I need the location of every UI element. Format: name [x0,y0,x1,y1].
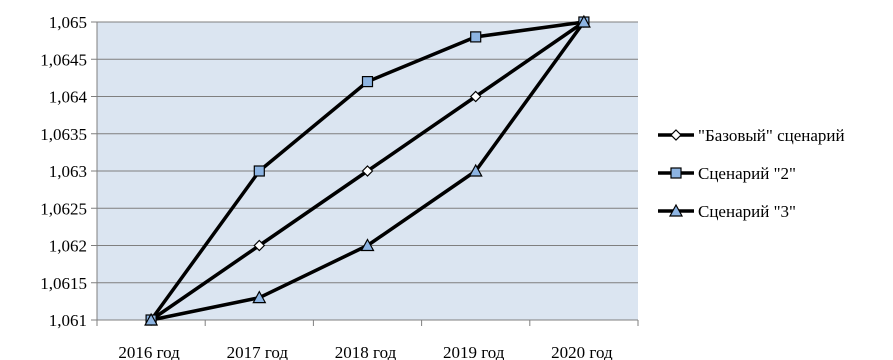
series-group [144,14,591,326]
x-tick-label: 2020 год [551,343,613,360]
data-point [470,31,482,43]
data-point [469,90,482,103]
y-tick-label: 1,064 [49,88,88,107]
legend: "Базовый" сценарий Сценарий "2" Сценарий "… [658,126,845,221]
x-tick-label: 2016 год [118,343,180,360]
x-axis-ticks: 2016 год 2017 год 2018 год 2019 год 2020 год [96,320,639,360]
y-tick-label: 1,0625 [40,199,87,218]
legend-label: "Базовый" сценарий [698,126,845,145]
data-point [576,14,591,28]
data-point [361,165,374,177]
data-point [253,165,265,177]
data-point [468,163,483,177]
y-tick-label: 1,0645 [40,50,87,69]
y-axis-ticks: 1,061 1,0615 1,062 1,0625 1,063 1,0635 1,064 1,… [40,13,97,330]
y-tick-label: 1,0635 [40,125,87,144]
y-tick-label: 1,062 [49,237,87,256]
y-tick-label: 1,061 [49,311,87,330]
legend-label: Сценарий "2" [698,164,796,183]
legend-marker [670,129,682,141]
x-tick-label: 2017 год [227,343,289,360]
y-tick-label: 1,063 [49,162,87,181]
legend-marker [670,167,682,179]
data-point [360,238,375,252]
x-tick-label: 2019 год [443,343,505,360]
x-tick-label: 2018 год [335,343,397,360]
data-point [253,239,266,252]
legend-marker [668,203,684,217]
data-point [252,290,267,304]
data-point [144,312,159,326]
legend-label: Сценарий "3" [698,202,796,221]
data-point [361,75,374,88]
y-tick-label: 1,0615 [40,274,87,293]
y-tick-label: 1,065 [49,13,87,32]
